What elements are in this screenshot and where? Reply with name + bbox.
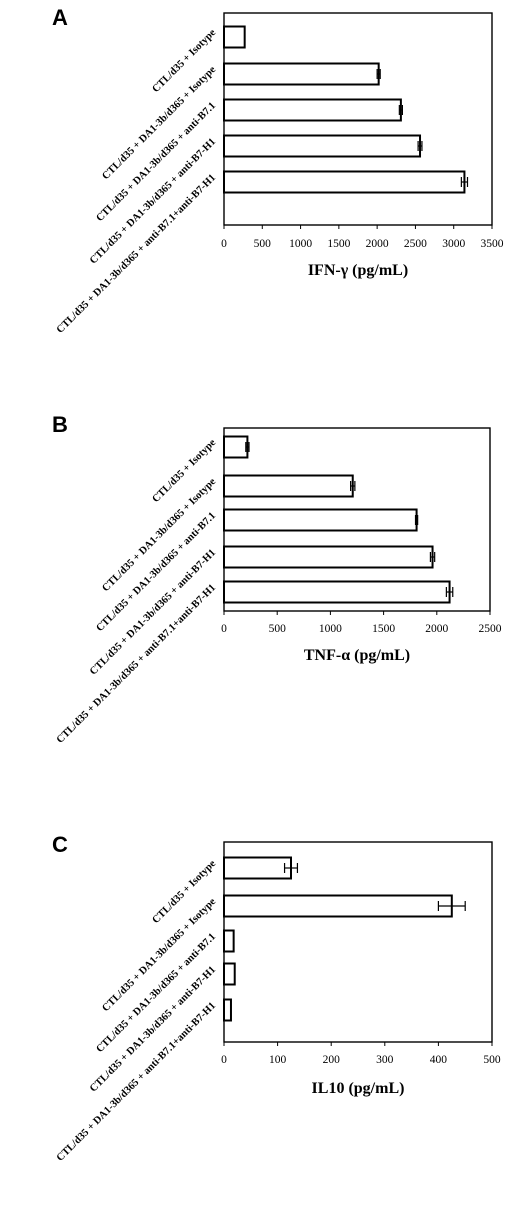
panel-c-bar-2 bbox=[223, 929, 235, 953]
panel-c-category-label-0: CTL/d35 + Isotype bbox=[150, 858, 218, 926]
panel-b-bar-2 bbox=[223, 508, 418, 532]
panel-b-category-label-0: CTL/d35 + Isotype bbox=[150, 437, 218, 505]
panel-c-xtick-label-0: 0 bbox=[221, 1054, 227, 1066]
panel-c-xtick-label-3: 300 bbox=[376, 1054, 394, 1066]
panel-b-bar-3 bbox=[223, 545, 434, 569]
panel-b-xtick-label-0: 0 bbox=[221, 623, 227, 635]
panel-a-category-label-3: CTL/d35 + DA1-3b/d365 + anti-B7-H1 bbox=[88, 136, 218, 266]
panel-c-xtick-label-5: 500 bbox=[483, 1054, 501, 1066]
panel-a-xtick-label-3: 1500 bbox=[327, 238, 350, 250]
panel-a-xlabel: IFN-γ (pg/mL) bbox=[308, 262, 408, 279]
panel-c-bar-1 bbox=[223, 894, 453, 918]
panel-a-category-label-0: CTL/d35 + Isotype bbox=[150, 27, 218, 95]
panel-a-xtick-label-4: 2000 bbox=[366, 238, 389, 250]
panel-b-xtick-label-1: 500 bbox=[269, 623, 287, 635]
panel-a-xtick-label-2: 1000 bbox=[289, 238, 312, 250]
panel-b-xtick-label-4: 2000 bbox=[425, 623, 448, 635]
panel-b-bar-4 bbox=[223, 580, 451, 604]
panel-b-xtick-label-3: 1500 bbox=[372, 623, 395, 635]
panel-a-xtick-label-6: 3000 bbox=[442, 238, 465, 250]
panel-c-bar-3 bbox=[223, 962, 236, 986]
panel-c-category-label-4: CTL/d35 + DA1-3b/d365 + anti-B7.1+anti-B… bbox=[55, 1000, 218, 1163]
panel-c-xtick-label-2: 200 bbox=[323, 1054, 341, 1066]
panel-b-bar-0 bbox=[223, 435, 249, 459]
panel-b-xtick-label-5: 2500 bbox=[479, 623, 502, 635]
panel-b-xtick-label-2: 1000 bbox=[319, 623, 342, 635]
panel-c-category-label-3: CTL/d35 + DA1-3b/d365 + anti-B7-H1 bbox=[88, 964, 218, 1094]
panel-a-xtick-label-1: 500 bbox=[254, 238, 272, 250]
panel-c-xlabel: IL10 (pg/mL) bbox=[312, 1080, 405, 1097]
panel-b-bar-1 bbox=[223, 474, 354, 498]
panel-a-bar-3 bbox=[223, 134, 422, 158]
panel-c-xtick-label-4: 400 bbox=[430, 1054, 448, 1066]
panel-a-xtick-label-7: 3500 bbox=[481, 238, 504, 250]
panel-a-bar-2 bbox=[223, 98, 402, 122]
panel-a-letter: A bbox=[52, 5, 68, 30]
panel-a-bar-4 bbox=[223, 170, 466, 194]
panel-c-xtick-label-1: 100 bbox=[269, 1054, 287, 1066]
panel-b-letter: B bbox=[52, 412, 68, 437]
panel-c-letter: C bbox=[52, 832, 68, 857]
panel-b-category-label-4: CTL/d35 + DA1-3b/d365 + anti-B7.1+anti-B… bbox=[55, 582, 218, 745]
panel-a-bar-1 bbox=[223, 62, 380, 86]
panel-a-xtick-label-0: 0 bbox=[221, 238, 227, 250]
panel-b-xlabel: TNF-α (pg/mL) bbox=[304, 647, 410, 664]
panel-c-bar-4 bbox=[223, 998, 232, 1022]
panel-a-category-label-4: CTL/d35 + DA1-3b/d365 + anti-B7.1+anti-B… bbox=[55, 172, 218, 335]
panel-a-bar-0 bbox=[223, 25, 246, 49]
panel-c-bar-0 bbox=[223, 856, 292, 880]
panel-a-xtick-label-5: 2500 bbox=[404, 238, 427, 250]
